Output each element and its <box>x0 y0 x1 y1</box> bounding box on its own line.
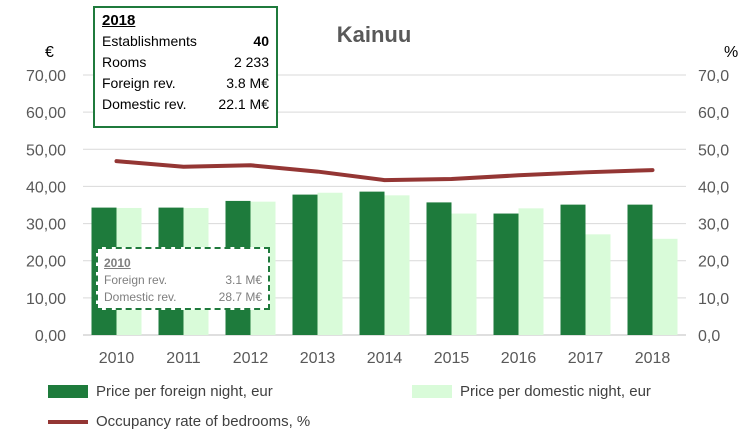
info-label: Rooms <box>102 54 147 70</box>
info-box-2010-year: 2010 <box>104 256 131 270</box>
info-value: 3.8 M€ <box>226 75 269 91</box>
bar-foreign <box>560 204 586 335</box>
x-tick-label: 2016 <box>501 350 537 367</box>
info-row: Establishments 40 <box>102 31 269 52</box>
y-tick-label: 20,00 <box>26 254 66 271</box>
bar-foreign <box>426 202 452 335</box>
y2-tick-label: 60,0 <box>698 105 729 122</box>
info-label: Establishments <box>102 33 197 49</box>
info-value: 22.1 M€ <box>218 96 269 112</box>
bar-foreign <box>292 194 318 335</box>
bar-domestic <box>585 234 611 335</box>
legend-label-foreign: Price per foreign night, eur <box>96 383 273 400</box>
y-tick-label: 40,00 <box>26 179 66 196</box>
y-tick-label: 50,00 <box>26 142 66 159</box>
info-value: 40 <box>253 33 269 49</box>
x-tick-label: 2018 <box>635 350 671 367</box>
info-value: 3.1 M€ <box>225 273 262 287</box>
y2-tick-label: 50,0 <box>698 142 729 159</box>
info-row: Domestic rev. 28.7 M€ <box>104 289 262 306</box>
x-tick-label: 2010 <box>99 350 135 367</box>
bar-domestic <box>451 213 477 335</box>
x-tick-label: 2017 <box>568 350 604 367</box>
legend-item-domestic: Price per domestic night, eur <box>412 383 651 400</box>
chart-title: Kainuu <box>337 22 412 47</box>
info-row: Foreign rev. 3.1 M€ <box>104 272 262 289</box>
info-row: Domestic rev. 22.1 M€ <box>102 94 269 115</box>
y-tick-label: 0,00 <box>35 328 66 345</box>
y2-tick-label: 0,0 <box>698 328 720 345</box>
info-label: Foreign rev. <box>104 273 168 287</box>
bar-domestic <box>317 192 343 335</box>
info-label: Domestic rev. <box>104 290 177 304</box>
occupancy-series-line <box>114 159 655 183</box>
info-box-2018-year: 2018 <box>102 12 136 29</box>
bar-foreign <box>359 191 385 335</box>
bar-domestic <box>518 208 544 335</box>
y2-tick-label: 10,0 <box>698 291 729 308</box>
info-label: Foreign rev. <box>102 75 176 91</box>
legend-label-occupancy: Occupancy rate of bedrooms, % <box>96 413 311 430</box>
legend-label-domestic: Price per domestic night, eur <box>460 383 651 400</box>
y2-tick-label: 20,0 <box>698 254 729 271</box>
bar-domestic <box>652 238 678 335</box>
y-tick-label: 30,00 <box>26 217 66 234</box>
x-tick-label: 2012 <box>233 350 269 367</box>
bar-foreign <box>627 204 653 335</box>
y2-tick-label: 70,0 <box>698 68 729 85</box>
legend-swatch-foreign <box>48 385 88 398</box>
y-tick-label: 70,00 <box>26 68 66 85</box>
info-row: Rooms 2 233 <box>102 52 269 73</box>
legend-swatch-domestic <box>412 385 452 398</box>
info-value: 28.7 M€ <box>218 290 262 304</box>
legend-swatch-occupancy <box>48 419 88 424</box>
y-axis-label: € <box>45 44 54 61</box>
info-label: Domestic rev. <box>102 96 187 112</box>
info-row: Foreign rev. 3.8 M€ <box>102 73 269 94</box>
x-tick-label: 2013 <box>300 350 336 367</box>
bar-domestic <box>384 195 410 335</box>
y-tick-label: 10,00 <box>26 291 66 308</box>
occupancy-line <box>114 159 655 183</box>
legend-item-foreign: Price per foreign night, eur <box>48 383 273 400</box>
y2-tick-label: 40,0 <box>698 179 729 196</box>
y-tick-label: 60,00 <box>26 105 66 122</box>
y2-axis-label: % <box>724 44 738 61</box>
y2-tick-label: 30,0 <box>698 217 729 234</box>
bar-foreign <box>493 213 519 335</box>
info-box-2010: 2010 Foreign rev. 3.1 M€ Domestic rev. 28.… <box>96 247 270 310</box>
x-tick-label: 2014 <box>367 350 403 367</box>
x-tick-label: 2011 <box>166 350 201 367</box>
info-value: 2 233 <box>233 54 269 70</box>
axes: 0,00 10,00 20,00 30,00 40,00 50,00 60,00 70,00 0… <box>26 22 738 367</box>
x-tick-label: 2015 <box>434 350 470 367</box>
legend-item-occupancy: Occupancy rate of bedrooms, % <box>48 413 310 430</box>
info-box-2018: 2018 Establishments 40 Rooms 2 233 Foreign… <box>93 6 278 128</box>
